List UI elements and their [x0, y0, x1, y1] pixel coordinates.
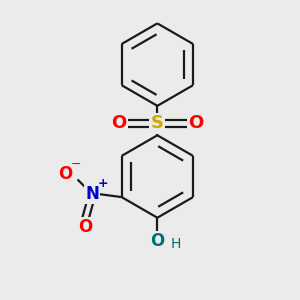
Text: +: +: [98, 177, 109, 190]
Text: O: O: [112, 115, 127, 133]
Text: N: N: [85, 185, 99, 203]
Text: O: O: [150, 232, 164, 250]
Text: O: O: [78, 218, 92, 236]
Text: S: S: [151, 115, 164, 133]
Text: O: O: [58, 165, 73, 183]
Text: −: −: [71, 158, 81, 171]
Text: O: O: [188, 115, 203, 133]
Text: H: H: [171, 237, 181, 251]
